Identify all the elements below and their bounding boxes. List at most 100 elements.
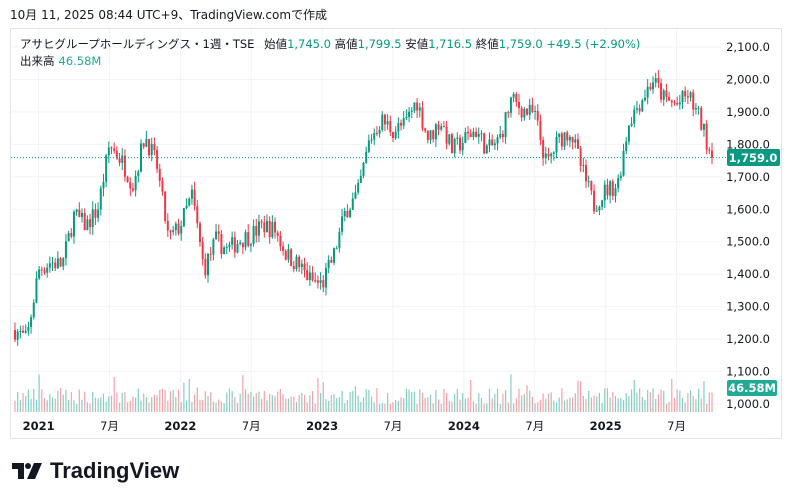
volume-bar [285,398,287,412]
tradingview-logo[interactable]: TradingView [12,458,179,484]
candle-body [193,189,196,207]
volume-bar [242,375,244,412]
candle-body [598,206,601,211]
volume-bar [440,403,442,412]
candle-body [212,239,215,255]
candle-body [314,280,317,282]
volume-bar [413,391,416,412]
chart-frame[interactable] [10,28,782,439]
candle-body [131,188,134,191]
candle-body [619,175,622,178]
candle-body [126,176,129,183]
volume-bar [488,388,491,412]
volume-bar [416,403,418,412]
volume-bar [609,397,611,412]
volume-bar [151,397,153,412]
candle-body [673,102,676,104]
candle-body [271,221,274,238]
volume-bar [491,398,493,412]
volume-bar [614,396,617,412]
candle-body [434,124,437,140]
volume-bar [70,392,72,412]
volume-bar [660,389,662,412]
candle-body [365,151,368,163]
volume-bar [25,395,27,412]
candle-body [657,78,660,84]
candle-body [324,268,327,288]
open-value: 1,745.0 [287,37,331,51]
candle-body [35,278,38,303]
candle-body [121,155,124,163]
candle-body [311,272,314,281]
candle-body [501,133,504,138]
volume-bar [341,390,343,412]
volume-bar [695,399,697,412]
volume-bar [269,393,271,412]
candle-body [174,223,177,231]
x-tick-label: 7月 [384,419,403,433]
candle-body [22,330,25,333]
candle-body [349,209,352,218]
volume-bar [271,395,273,412]
volume-bar [451,401,453,412]
candle-body [660,83,663,100]
volume-bar [43,398,46,412]
candle-body [389,121,392,133]
candle-body [410,110,413,112]
volume-bar [169,391,172,412]
volume-bar [215,402,217,412]
volume-bar [346,400,349,412]
candle-body [504,112,507,138]
volume-bar [499,403,501,412]
volume-bar [378,403,381,412]
volume-bar [194,394,196,412]
volume-bar [395,400,397,412]
volume-bar [636,392,638,412]
candle-body [110,147,113,149]
volume-bar [277,391,279,412]
volume-bar [263,390,265,412]
candle-body [593,190,596,212]
candle-body [59,258,62,267]
volume-bar [376,388,378,412]
volume-bar [454,393,456,412]
candle-body [705,123,708,150]
volume-bar [429,394,432,412]
candle-body [228,244,231,247]
volume-bar [290,396,292,412]
x-tick-label: 2023 [306,419,338,433]
candle-body [472,131,475,138]
volume-bar [368,389,370,412]
volume-bar [30,398,32,412]
volume-bar [446,393,448,412]
candle-body [408,111,411,117]
volume-bar [590,397,592,412]
volume-bar [73,400,75,412]
volume-bar [700,398,702,412]
candle-body [426,130,429,141]
candle-body [520,108,523,118]
volume-bar [673,398,676,412]
volume-bar [226,392,228,412]
candle-body [421,107,424,129]
volume-bar [46,400,48,412]
volume-bar [483,403,485,412]
candle-body [394,131,397,139]
volume-bar [555,402,558,412]
candle-body [19,330,22,332]
candle-body [542,140,545,159]
volume-bar [228,388,231,412]
candle-body [327,259,330,269]
volume-bar [148,402,150,412]
volume-bar [94,397,97,412]
volume-legend: 出来高 46.58M [20,53,101,69]
volume-bar [159,389,161,412]
volume-bar [105,401,107,412]
candle-body [115,150,118,159]
volume-bar [207,395,209,412]
candle-body [469,133,472,138]
volume-bar [456,388,458,412]
volume-bar [676,389,678,412]
candle-body [129,182,132,189]
